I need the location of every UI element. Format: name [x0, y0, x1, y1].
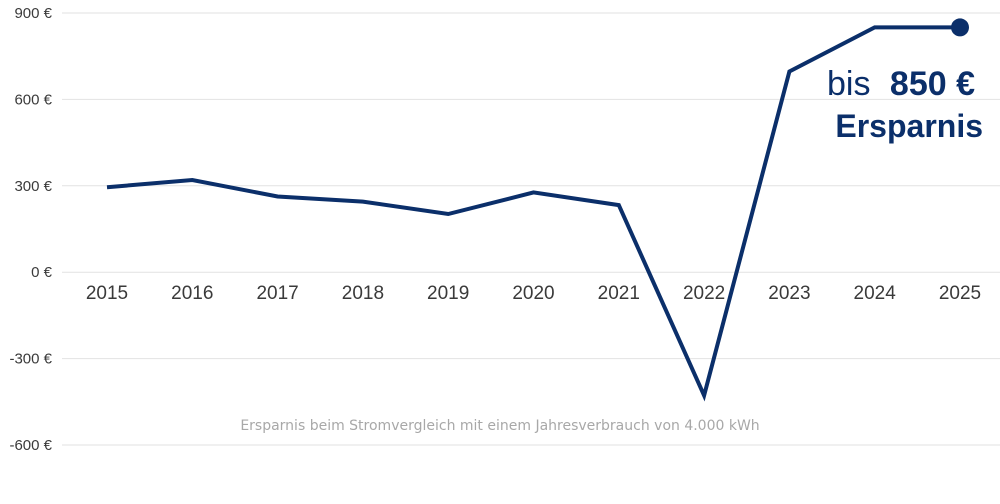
end-point-marker	[951, 18, 969, 37]
x-tick-label: 2015	[86, 283, 128, 304]
x-tick-label: 2019	[427, 283, 469, 304]
annotation-value: 850 €	[890, 65, 975, 103]
x-tick-label: 2020	[512, 283, 554, 304]
data-point	[873, 25, 877, 29]
y-tick-label: 300 €	[14, 178, 52, 195]
x-tick-label: 2018	[342, 283, 384, 304]
y-tick-label: -600 €	[9, 437, 52, 454]
data-point	[702, 393, 706, 397]
data-point	[617, 203, 621, 207]
savings-series-line	[106, 25, 960, 402]
data-point	[787, 69, 791, 73]
annotation: bis 850 € Ersparnis	[827, 65, 983, 144]
x-tick-label: 2022	[683, 283, 725, 304]
annotation-line-1: bis 850 €	[827, 65, 975, 103]
x-tick-label: 2023	[768, 283, 810, 304]
data-point	[532, 190, 536, 194]
x-axis-ticks: 2015 2016 2017 2018 2019 2020 2021 2022 2023 2024…	[86, 283, 981, 304]
y-tick-label: -300 €	[9, 351, 52, 368]
data-point	[276, 194, 280, 198]
y-tick-label: 600 €	[14, 91, 52, 108]
y-tick-label: 900 €	[14, 5, 52, 22]
x-tick-label: 2024	[854, 283, 897, 304]
x-tick-label: 2021	[598, 283, 640, 304]
annotation-label: Ersparnis	[835, 108, 983, 144]
x-tick-label: 2016	[171, 283, 213, 304]
chart-caption: Ersparnis beim Stromvergleich mit einem …	[240, 418, 759, 434]
series-layer	[105, 18, 969, 402]
data-point	[105, 185, 109, 189]
y-tick-label: 0 €	[31, 264, 53, 281]
y-axis-ticks: 900 € 600 € 300 € 0 € -300 € -600 €	[9, 5, 52, 454]
x-tick-label: 2017	[256, 283, 298, 304]
annotation-prefix: bis	[827, 65, 870, 103]
x-tick-label: 2025	[939, 283, 981, 304]
data-point	[361, 200, 365, 204]
data-point	[446, 212, 450, 216]
data-point	[190, 178, 194, 182]
